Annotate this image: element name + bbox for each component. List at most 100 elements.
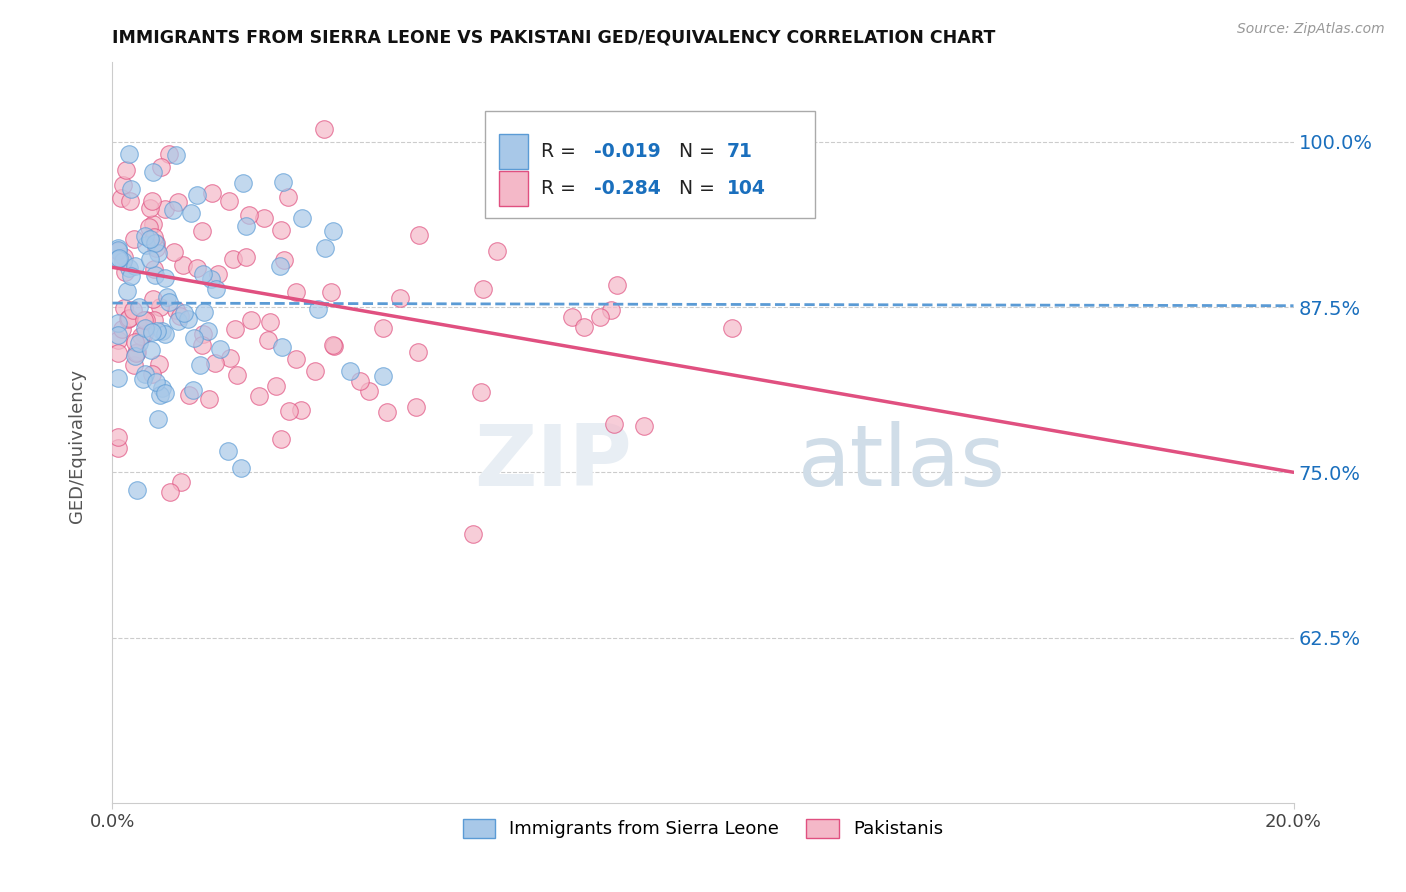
Text: atlas: atlas xyxy=(797,421,1005,504)
Point xyxy=(273,252,295,267)
Point xyxy=(121,302,143,317)
Point xyxy=(207,267,229,281)
Point xyxy=(304,364,326,378)
Point xyxy=(271,341,294,355)
Point xyxy=(135,313,157,327)
Point xyxy=(188,358,211,372)
Point xyxy=(186,188,208,202)
Point xyxy=(132,326,155,341)
Point xyxy=(198,392,221,407)
Point xyxy=(148,245,170,260)
Point xyxy=(285,351,308,366)
Point xyxy=(179,388,201,402)
Point xyxy=(141,326,163,340)
Point xyxy=(599,303,621,318)
Point xyxy=(285,285,308,299)
Point xyxy=(118,261,141,276)
Point xyxy=(193,305,215,319)
Point xyxy=(633,418,655,433)
Point xyxy=(572,320,595,334)
Point xyxy=(121,269,143,284)
Point xyxy=(163,245,186,260)
Point xyxy=(291,211,314,225)
Point xyxy=(125,483,148,497)
Point xyxy=(107,442,129,456)
Point xyxy=(221,252,243,266)
Point xyxy=(463,526,485,541)
Point xyxy=(118,147,141,161)
Point xyxy=(602,417,624,431)
Point xyxy=(159,485,181,500)
Point xyxy=(269,259,291,273)
Point xyxy=(307,302,329,317)
Point xyxy=(157,295,180,310)
Point xyxy=(270,222,292,236)
Point xyxy=(197,325,219,339)
Point xyxy=(172,258,194,272)
Point xyxy=(112,250,135,264)
Point xyxy=(247,389,270,403)
Point xyxy=(145,376,167,390)
Point xyxy=(322,338,344,352)
Point xyxy=(111,322,134,336)
Point xyxy=(124,346,146,360)
Point xyxy=(205,282,228,296)
Point xyxy=(145,235,167,250)
Point xyxy=(405,401,427,415)
Point xyxy=(132,372,155,386)
Point xyxy=(606,277,628,292)
Point xyxy=(170,475,193,489)
Point xyxy=(134,320,156,334)
Point xyxy=(114,265,136,279)
Legend: Immigrants from Sierra Leone, Pakistanis: Immigrants from Sierra Leone, Pakistanis xyxy=(456,812,950,846)
Point xyxy=(166,314,188,328)
Point xyxy=(107,333,129,347)
Point xyxy=(165,302,187,317)
Point xyxy=(224,322,246,336)
Point xyxy=(120,182,142,196)
Point xyxy=(181,383,204,397)
Point xyxy=(232,176,254,190)
Point xyxy=(142,165,165,179)
Point xyxy=(141,292,163,306)
Point xyxy=(138,220,160,235)
Point xyxy=(319,285,342,299)
Text: N =: N = xyxy=(679,178,721,198)
Point xyxy=(139,232,162,246)
Point xyxy=(146,412,169,426)
Point xyxy=(183,331,205,345)
Point xyxy=(139,201,162,215)
Point xyxy=(150,324,173,338)
Point xyxy=(371,321,394,335)
Point xyxy=(470,384,492,399)
Point xyxy=(204,356,226,370)
Point xyxy=(150,381,173,395)
Point xyxy=(240,313,263,327)
Point xyxy=(190,338,212,352)
Point xyxy=(218,351,240,366)
Point xyxy=(149,388,172,402)
Point xyxy=(277,190,299,204)
Point xyxy=(134,368,156,382)
Text: Source: ZipAtlas.com: Source: ZipAtlas.com xyxy=(1237,22,1385,37)
Point xyxy=(143,262,166,277)
Point xyxy=(173,306,195,320)
Text: ZIP: ZIP xyxy=(474,421,633,504)
Point xyxy=(117,311,139,326)
Point xyxy=(314,241,336,255)
Point xyxy=(259,314,281,328)
Point xyxy=(142,313,165,327)
Point xyxy=(312,121,335,136)
Point xyxy=(156,290,179,304)
Point xyxy=(218,194,240,208)
Point xyxy=(139,252,162,266)
Point xyxy=(408,228,430,243)
FancyBboxPatch shape xyxy=(499,134,529,169)
Point xyxy=(141,367,163,381)
Point xyxy=(235,219,257,234)
Point xyxy=(167,194,190,209)
Point xyxy=(112,301,135,315)
Point xyxy=(107,316,129,330)
Point xyxy=(190,224,212,238)
Point xyxy=(118,194,141,208)
